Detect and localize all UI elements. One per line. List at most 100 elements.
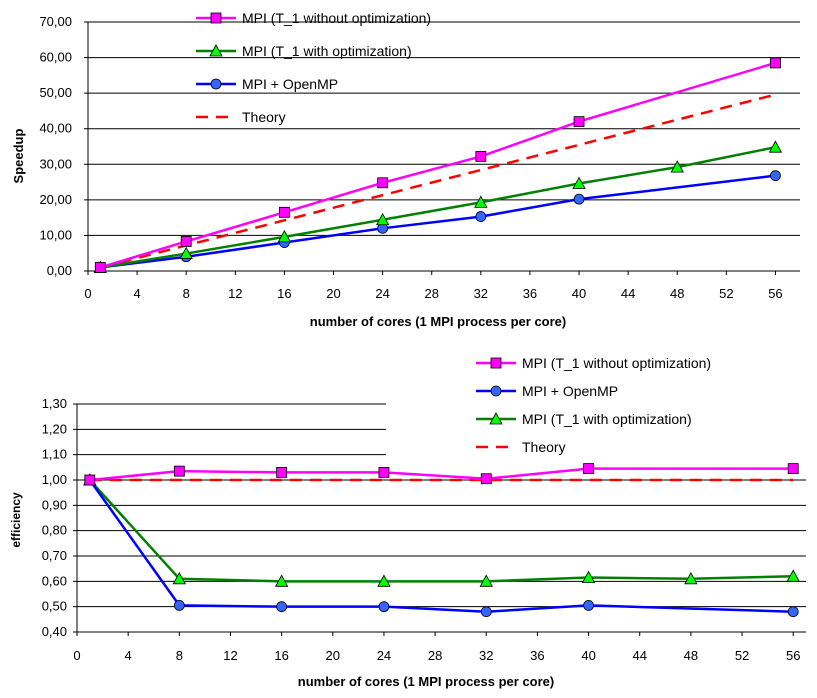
efficiency-series-line-mpi-t-1-with-optimization	[88, 479, 794, 583]
speedup-point-mpi-t-1-with-optimization	[375, 212, 390, 226]
efficiency-point-mpi-t-1-with-optimization	[684, 571, 698, 585]
speedup-x-tick-label: 12	[228, 286, 242, 301]
efficiency-x-tick-label: 24	[377, 648, 391, 663]
efficiency-point-mpi-openmp	[480, 606, 492, 618]
speedup-legend-label-mpi-t-1-without-optimization: MPI (T_1 without optimization)	[242, 10, 431, 26]
efficiency-point-mpi-openmp	[276, 601, 288, 613]
speedup-x-tick-label: 44	[621, 286, 635, 301]
efficiency-x-tick-label: 12	[223, 648, 237, 663]
speedup-y-tick-label: 50,00	[39, 85, 72, 100]
speedup-x-tick-label: 8	[183, 286, 190, 301]
speedup-x-tick-label: 32	[474, 286, 488, 301]
efficiency-y-tick-label: 0,90	[42, 497, 67, 512]
efficiency-point-mpi-t-1-without-optimization	[787, 463, 799, 475]
efficiency-point-mpi-t-1-without-optimization	[480, 473, 492, 485]
efficiency-point-mpi-t-1-with-optimization	[172, 571, 186, 585]
efficiency-point-mpi-t-1-without-optimization	[583, 463, 594, 475]
efficiency-x-tick-label: 32	[479, 648, 493, 663]
speedup-point-mpi-t-1-without-optimization	[475, 151, 487, 162]
speedup-x-tick-label: 52	[719, 286, 733, 301]
efficiency-legend-label-mpi-t-1-without-optimization: MPI (T_1 without optimization)	[522, 355, 711, 371]
speedup-point-mpi-t-1-with-optimization	[179, 246, 193, 259]
efficiency-x-tick-label: 56	[786, 648, 800, 663]
speedup-point-mpi-t-1-without-optimization	[94, 262, 106, 273]
efficiency-point-mpi-t-1-without-optimization	[276, 466, 288, 478]
efficiency-x-tick-label: 8	[176, 648, 183, 663]
speedup-series-line-theory	[99, 93, 776, 269]
speedup-point-mpi-openmp	[573, 193, 585, 205]
efficiency-y-tick-label: 1,30	[42, 396, 67, 411]
efficiency-y-tick-label: 0,60	[42, 573, 67, 588]
speedup-series-line-mpi-openmp	[100, 174, 776, 269]
efficiency-x-axis-label: number of cores (1 MPI process per core)	[298, 674, 554, 689]
efficiency-x-tick-label: 52	[735, 648, 749, 663]
speedup-x-tick-label: 16	[277, 286, 291, 301]
speedup-point-mpi-t-1-with-optimization	[572, 176, 586, 189]
speedup-chart: 0,0010,0020,0030,0040,0050,0060,0070,00 …	[11, 10, 800, 329]
efficiency-point-mpi-t-1-with-optimization	[377, 574, 391, 587]
efficiency-legend-marker-mpi-t-1-without-optimization	[490, 357, 502, 369]
efficiency-point-mpi-openmp	[583, 600, 594, 611]
efficiency-point-mpi-t-1-with-optimization	[479, 574, 493, 587]
efficiency-point-mpi-t-1-with-optimization	[274, 574, 289, 587]
speedup-legend-marker-mpi-t-1-without-optimization	[210, 12, 222, 24]
speedup-series-line-mpi-t-1-with-optimization	[100, 145, 776, 269]
efficiency-point-mpi-openmp	[378, 601, 390, 613]
speedup-legend-marker-mpi-t-1-with-optimization	[209, 44, 223, 57]
speedup-legend-label-mpi-openmp: MPI + OpenMP	[242, 76, 338, 92]
speedup-point-mpi-t-1-without-optimization	[770, 57, 781, 69]
speedup-y-tick-label: 30,00	[39, 156, 72, 171]
efficiency-y-tick-label: 0,80	[42, 523, 67, 538]
speedup-x-tick-label: 36	[523, 286, 537, 301]
speedup-legend-marker-mpi-openmp	[210, 78, 222, 90]
speedup-y-tick-label: 0,00	[47, 263, 72, 278]
efficiency-x-tick-label: 40	[581, 648, 595, 663]
speedup-point-mpi-t-1-with-optimization	[768, 140, 783, 153]
efficiency-point-mpi-openmp	[787, 606, 799, 618]
speedup-point-mpi-t-1-without-optimization	[279, 206, 290, 218]
efficiency-y-tick-label: 1,00	[42, 472, 67, 487]
speedup-x-tick-label: 0	[84, 286, 91, 301]
speedup-x-tick-label: 40	[572, 286, 586, 301]
efficiency-x-tick-label: 0	[73, 648, 80, 663]
efficiency-x-tick-label: 4	[125, 648, 132, 663]
efficiency-legend-label-mpi-openmp: MPI + OpenMP	[522, 383, 618, 399]
speedup-y-tick-label: 70,00	[39, 14, 72, 29]
speedup-x-tick-label: 4	[133, 286, 140, 301]
efficiency-point-mpi-t-1-with-optimization	[786, 569, 800, 582]
speedup-legend-label-theory: Theory	[242, 109, 286, 125]
efficiency-y-axis-label: efficiency	[9, 492, 23, 548]
speedup-point-mpi-t-1-with-optimization	[670, 160, 684, 173]
efficiency-y-tick-label: 0,70	[42, 548, 67, 563]
efficiency-point-mpi-t-1-with-optimization	[581, 570, 596, 583]
speedup-point-mpi-openmp	[475, 211, 487, 222]
efficiency-legend-label-mpi-t-1-with-optimization: MPI (T_1 with optimization)	[522, 411, 692, 427]
efficiency-x-tick-label: 16	[274, 648, 288, 663]
efficiency-point-mpi-t-1-without-optimization	[173, 465, 185, 477]
efficiency-legend-marker-mpi-t-1-with-optimization	[489, 412, 503, 425]
speedup-x-tick-label: 28	[424, 286, 438, 301]
efficiency-y-tick-label: 0,50	[42, 599, 67, 614]
speedup-x-tick-label: 20	[326, 286, 340, 301]
efficiency-point-mpi-openmp	[173, 600, 185, 611]
efficiency-x-tick-label: 20	[326, 648, 340, 663]
speedup-x-axis-label: number of cores (1 MPI process per core)	[310, 314, 566, 329]
speedup-y-tick-label: 40,00	[39, 121, 72, 136]
speedup-legend-label-mpi-t-1-with-optimization: MPI (T_1 with optimization)	[242, 43, 412, 59]
efficiency-x-tick-label: 48	[684, 648, 698, 663]
efficiency-legend-label-theory: Theory	[522, 439, 566, 455]
efficiency-series-line-mpi-openmp	[88, 479, 794, 613]
speedup-x-tick-label: 48	[670, 286, 684, 301]
efficiency-x-tick-label: 44	[633, 648, 647, 663]
speedup-x-tick-label: 56	[768, 286, 782, 301]
efficiency-y-tick-label: 0,40	[42, 624, 67, 639]
efficiency-point-mpi-t-1-without-optimization	[84, 474, 96, 486]
efficiency-y-tick-label: 1,20	[42, 421, 67, 436]
speedup-y-tick-label: 10,00	[39, 227, 72, 242]
speedup-y-axis-label: Speedup	[11, 128, 26, 183]
efficiency-series-line-mpi-t-1-without-optimization	[89, 467, 794, 482]
efficiency-point-mpi-t-1-without-optimization	[378, 466, 390, 478]
efficiency-y-tick-label: 1,10	[42, 447, 67, 462]
efficiency-legend-marker-mpi-openmp	[490, 385, 502, 397]
